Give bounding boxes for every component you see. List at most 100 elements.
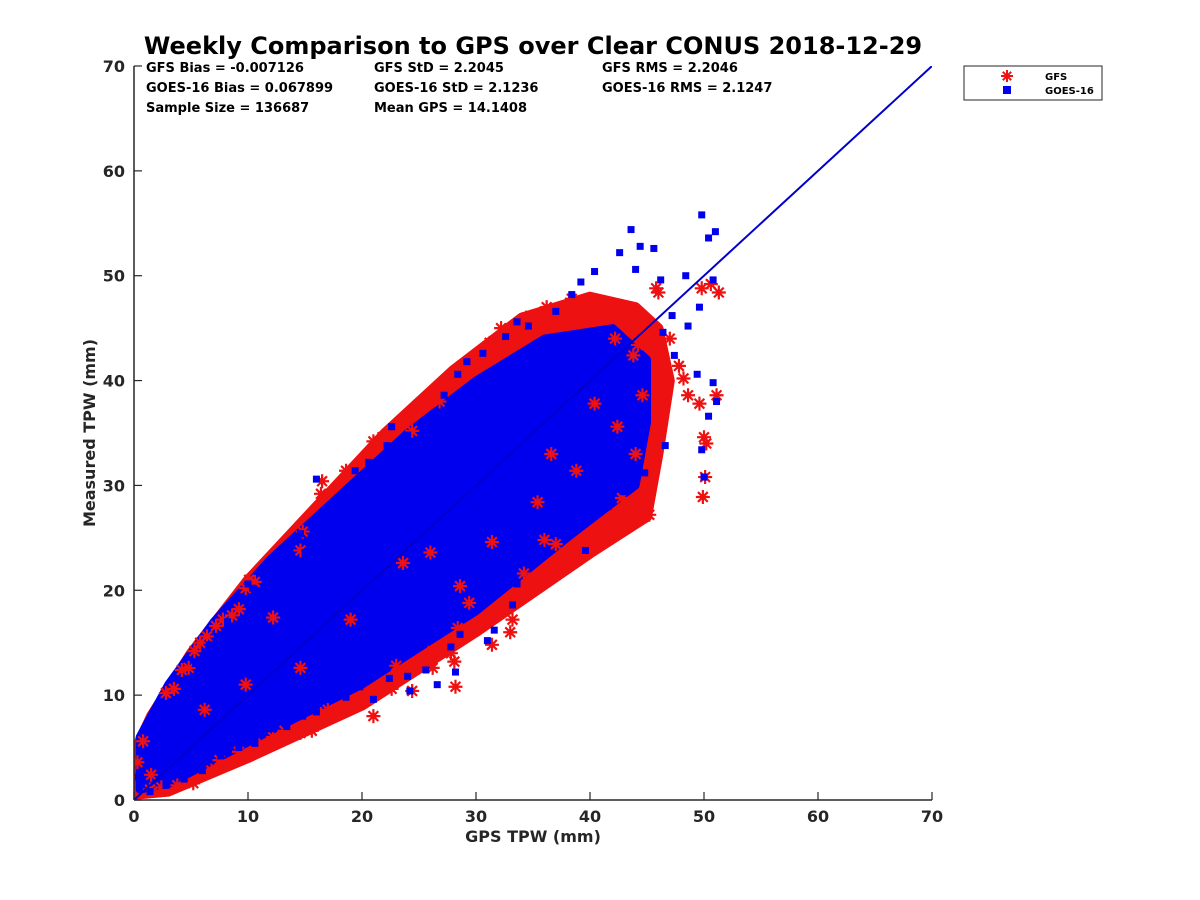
goes16-point — [337, 494, 345, 502]
gfs-point — [699, 436, 714, 451]
goes16-point — [616, 249, 624, 257]
gfs-point — [247, 574, 262, 589]
gfs-point — [158, 686, 173, 701]
goes16-point — [383, 442, 391, 450]
goes16-point — [620, 488, 628, 496]
stat-text: GFS RMS = 2.2046 — [602, 61, 738, 76]
gfs-point — [154, 780, 169, 795]
stat-text: GFS StD = 2.2045 — [374, 61, 504, 76]
gfs-point — [548, 537, 563, 552]
goes16-point — [182, 681, 190, 689]
goes16-point — [426, 414, 434, 422]
gfs-point — [651, 285, 666, 300]
x-tick-label: 0 — [128, 807, 139, 826]
goes16-point — [632, 265, 640, 273]
gfs-point — [425, 660, 440, 675]
goes16-point — [604, 502, 612, 510]
gfs-point — [649, 281, 664, 296]
goes16-point — [404, 431, 412, 439]
goes16-point — [283, 723, 291, 731]
goes16-point — [296, 530, 304, 538]
stat-text: GOES-16 StD = 2.1236 — [374, 81, 538, 96]
goes16-point — [299, 712, 307, 720]
gfs-point — [681, 388, 696, 403]
goes16-point — [239, 597, 247, 605]
gfs-point — [587, 396, 602, 411]
x-tick-label: 60 — [807, 807, 829, 826]
gfs-point — [423, 545, 438, 560]
goes16-point — [385, 674, 393, 682]
legend-gfs-label: GFS — [1045, 72, 1067, 83]
goes16-point — [251, 739, 259, 747]
goes16-point — [693, 370, 701, 378]
goes16-point — [440, 391, 448, 399]
gfs-point — [482, 335, 497, 350]
gfs-point — [225, 608, 240, 623]
gfs-point — [134, 755, 145, 770]
gfs-point — [564, 291, 579, 306]
gfs-point — [628, 446, 643, 461]
stat-text: Mean GPS = 14.1408 — [374, 101, 527, 116]
goes16-point — [627, 226, 635, 234]
stat-text: GOES-16 Bias = 0.067899 — [146, 81, 333, 96]
goes16-point — [479, 349, 487, 357]
gfs-point — [252, 738, 267, 753]
goes16-point — [713, 398, 721, 406]
gfs-point — [266, 610, 281, 625]
x-axis-label: GPS TPW (mm) — [465, 827, 601, 846]
legend: GFS GOES-16 — [963, 65, 1103, 101]
gfs-point — [544, 446, 559, 461]
goes16-point — [406, 687, 414, 695]
stat-text: GOES-16 RMS = 2.1247 — [602, 81, 772, 96]
goes16-point — [502, 333, 510, 341]
gfs-point — [209, 618, 224, 633]
goes16-point — [356, 683, 364, 691]
goes16-point — [454, 370, 462, 378]
goes16-point — [597, 335, 605, 343]
gfs-point — [503, 625, 518, 640]
gfs-point — [341, 700, 356, 715]
gfs-point — [626, 348, 641, 363]
goes16-point — [447, 643, 455, 651]
goes16-point — [180, 775, 188, 783]
goes16-point — [709, 379, 717, 387]
gfs-point — [448, 679, 463, 694]
goes16-point — [235, 744, 243, 752]
gfs-point — [293, 660, 308, 675]
gfs-point — [204, 763, 219, 778]
y-tick-label: 60 — [103, 162, 125, 181]
gfs-point — [166, 681, 181, 696]
gfs-point — [589, 295, 604, 310]
gfs-point — [635, 388, 650, 403]
goes16-point — [267, 725, 275, 733]
goes16-point — [301, 549, 309, 557]
gfs-point — [546, 560, 561, 575]
gfs-point — [592, 524, 607, 539]
goes16-point — [369, 695, 377, 703]
gfs-point — [450, 621, 465, 636]
goes16-point — [695, 303, 703, 311]
gfs-point — [238, 581, 253, 596]
gfs-point — [569, 463, 584, 478]
gfs-point — [231, 602, 246, 617]
legend-box — [963, 65, 1103, 101]
goes16-point — [153, 733, 161, 741]
goes16-point — [508, 601, 516, 609]
gfs-point — [238, 677, 253, 692]
goes16-point — [141, 750, 149, 758]
gfs-point — [453, 579, 468, 594]
one-to-one-line — [134, 66, 932, 800]
goes16-point — [698, 211, 706, 219]
goes16-point — [267, 572, 275, 580]
goes16-point — [223, 618, 231, 626]
goes16-point — [456, 630, 464, 638]
gfs-point — [505, 612, 520, 627]
goes16-point — [636, 242, 644, 250]
gfs-point — [697, 430, 711, 445]
gfs-point — [187, 644, 202, 659]
gfs-point — [447, 654, 462, 669]
x-tick-label: 20 — [351, 807, 373, 826]
goes16-point — [700, 473, 708, 481]
gfs-point — [703, 277, 718, 292]
stat-text: GFS Bias = -0.007126 — [146, 61, 304, 76]
